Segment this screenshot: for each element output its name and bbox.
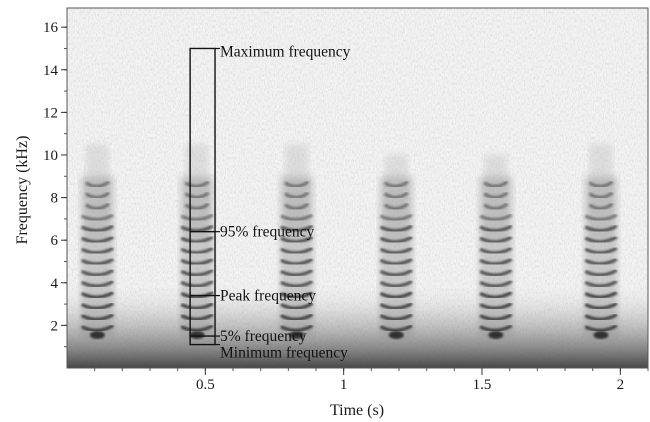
y-tick-label: 2 (51, 318, 59, 334)
y-axis-title: Frequency (kHz) (14, 136, 31, 245)
syllable-5 (479, 155, 512, 340)
y-tick-label: 4 (51, 276, 59, 292)
x-axis-title: Time (s) (330, 402, 384, 419)
annotation-label: 95% frequency (220, 224, 314, 241)
x-tick-label: 0.5 (196, 377, 215, 393)
annotation-label: Minimum frequency (220, 345, 348, 362)
x-tick-label: 1.5 (473, 377, 492, 393)
x-tick-label: 1 (340, 377, 348, 393)
y-tick-label: 10 (43, 148, 58, 164)
y-tick-label: 16 (43, 20, 59, 36)
plot-area (67, 8, 648, 368)
y-axis: 2 4 6 8 10 12 14 16 (43, 20, 67, 347)
annotation-label: Maximum frequency (220, 43, 351, 60)
syllable-4 (380, 155, 413, 340)
low-frequency-noise-band (67, 279, 648, 368)
x-axis: 0.5 1 1.5 2 (95, 368, 648, 393)
annotation-label: 5% frequency (220, 328, 307, 345)
x-tick-label: 2 (617, 377, 625, 393)
syllable-3 (280, 144, 313, 340)
y-tick-label: 8 (51, 191, 59, 207)
y-tick-label: 12 (43, 105, 58, 121)
y-tick-label: 14 (43, 63, 59, 79)
syllable-2 (180, 144, 213, 340)
y-tick-label: 6 (51, 233, 59, 249)
annotation-label: Peak frequency (220, 288, 316, 305)
